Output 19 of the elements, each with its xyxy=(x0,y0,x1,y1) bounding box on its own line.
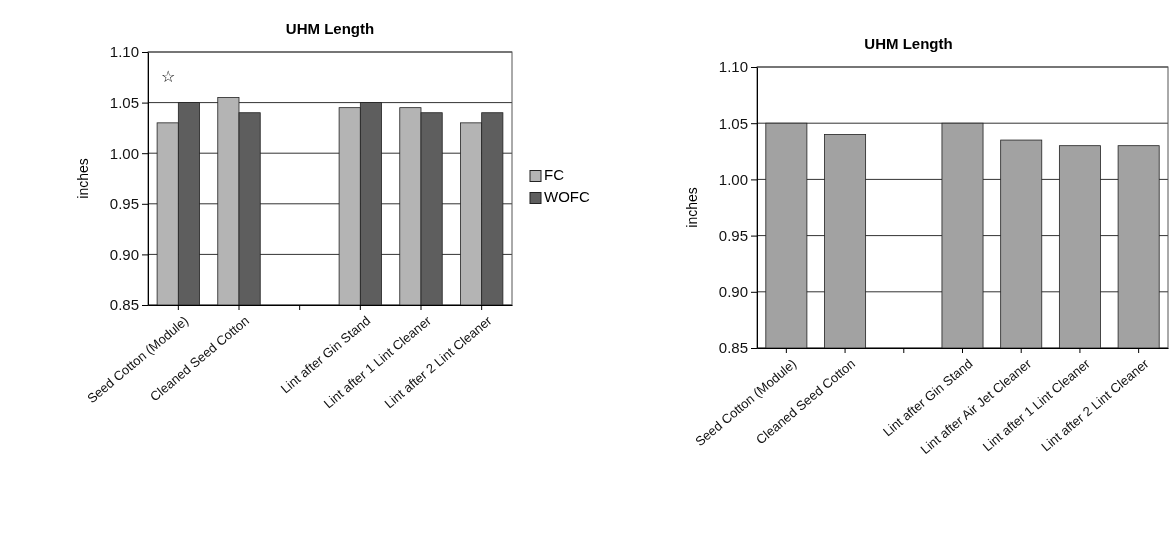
y-tick-label: 1.05 xyxy=(718,114,748,132)
annotation: ☆ xyxy=(160,68,175,86)
y-tick-label: 0.95 xyxy=(109,195,139,213)
y-tick-label: 0.90 xyxy=(109,245,139,263)
y-tick-label: 1.00 xyxy=(109,144,139,162)
y-tick-label: 0.95 xyxy=(718,226,748,244)
y-axis-title: inches xyxy=(684,187,700,228)
y-tick-label: 1.05 xyxy=(109,93,139,111)
y-tick-label: 0.85 xyxy=(109,296,139,314)
legend-label: WOFC xyxy=(544,188,590,206)
chart-title: UHM Length xyxy=(285,20,375,37)
y-tick-label: 1.10 xyxy=(718,58,748,76)
legend-label: FC xyxy=(544,166,565,184)
y-tick-label: 1.00 xyxy=(718,170,748,188)
y-axis-title: inches xyxy=(75,158,91,199)
y-tick-label: 1.10 xyxy=(109,43,139,61)
y-tick-label: 0.85 xyxy=(718,339,748,357)
y-tick-label: 0.90 xyxy=(718,283,748,301)
chart-title: UHM Length xyxy=(864,35,953,52)
